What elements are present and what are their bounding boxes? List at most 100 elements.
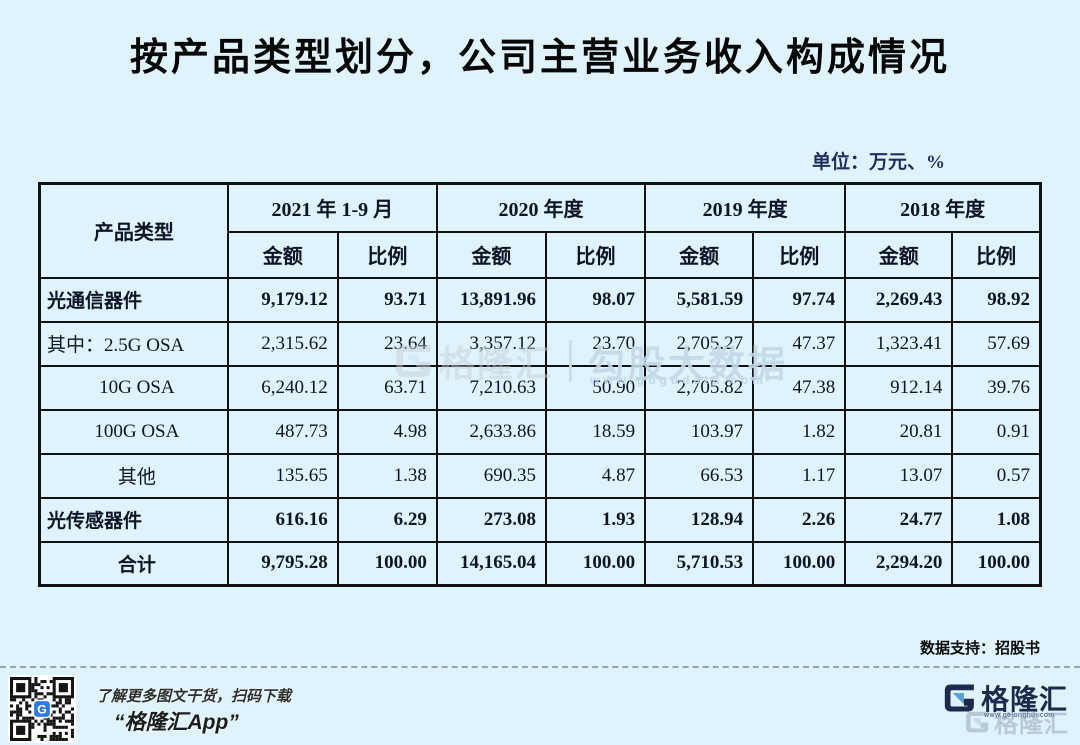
ratio-cell: 4.98 [336,408,438,455]
ratio-cell: 2.26 [752,496,847,543]
table-body: 光通信器件 9,179.12 93.71 13,891.96 98.07 5,581.59… [38,276,1042,587]
row-label: 光通信器件 [38,276,229,323]
brand-logo-block: 格隆汇 www.gelonghui.com 格隆汇 [942,676,1072,742]
amount-cell: 135.65 [226,452,339,499]
ratio-cell: 57.69 [951,320,1042,367]
ratio-cell: 4.87 [544,452,647,499]
brand-url-text: www.gelonghui.com [984,712,1055,719]
ratio-cell: 1.08 [951,496,1042,543]
ratio-cell: 18.59 [544,408,647,455]
amount-cell: 9,795.28 [226,540,339,587]
ratio-cell: 6.29 [336,496,438,543]
amount-subheader-2: 金额 [644,230,755,279]
ratio-cell: 47.37 [752,320,847,367]
amount-cell: 103.97 [644,408,755,455]
brand-echo-text: 格隆汇 [994,711,1069,738]
ratio-cell: 98.92 [951,276,1042,323]
amount-cell: 14,165.04 [435,540,547,587]
amount-cell: 912.14 [844,364,954,411]
page-title: 按产品类型划分，公司主营业务收入构成情况 [129,37,950,79]
gelonghui-g-icon [944,684,974,712]
amount-cell: 616.16 [226,496,339,543]
ratio-cell: 1.93 [544,496,647,543]
brand-name-text: 格隆汇 [981,684,1069,715]
table-row: 100G OSA 487.73 4.98 2,633.86 18.59 103.97 1.8… [38,408,1042,455]
table-row: 其中：2.5G OSA 2,315.62 23.64 3,357.12 23.70 2,7… [38,320,1042,367]
amount-subheader-1: 金额 [435,230,547,279]
gelonghui-g-icon-echo [966,711,989,732]
amount-cell: 487.73 [226,408,339,455]
app-name-text: “格隆汇App” [114,711,239,734]
period-header-1: 2020 年度 [435,182,647,233]
ratio-cell: 1.82 [752,408,847,455]
ratio-cell: 0.91 [951,408,1042,455]
amount-cell: 3,357.12 [435,320,547,367]
ratio-cell: 100.00 [544,540,647,587]
row-label: 10G OSA [38,364,229,411]
brand-logo-main: 格隆汇 [942,678,1068,718]
table-row: 10G OSA 6,240.12 63.71 7,210.63 50.90 2,705.8… [38,364,1042,411]
row-label: 100G OSA [38,408,229,455]
amount-cell: 273.08 [435,496,547,543]
ratio-cell: 47.38 [752,364,847,411]
table-header: 产品类型 2021 年 1-9 月 2020 年度 2019 年度 2018 年度 金额比… [38,182,1042,279]
revenue-table-container: 产品类型 2021 年 1-9 月 2020 年度 2019 年度 2018 年度 金额比… [38,182,1042,587]
amount-cell: 5,710.53 [644,540,755,587]
amount-cell: 13,891.96 [435,276,547,323]
amount-cell: 2,705.27 [644,320,755,367]
amount-cell: 690.35 [435,452,547,499]
ratio-subheader-0: 比例 [336,230,438,279]
amount-cell: 66.53 [644,452,755,499]
amount-cell: 2,705.82 [644,364,755,411]
ratio-subheader-1: 比例 [544,230,647,279]
ratio-subheader-2: 比例 [752,230,847,279]
revenue-table: 产品类型 2021 年 1-9 月 2020 年度 2019 年度 2018 年度 金额比… [38,182,1042,587]
unit-label: 单位：万元、% [811,152,945,173]
amount-cell: 1,323.41 [844,320,954,367]
amount-subheader-3: 金额 [844,230,954,279]
ratio-cell: 93.71 [336,276,438,323]
table-row: 其他 135.65 1.38 690.35 4.87 66.53 1.17 13.07 0.57 [38,452,1042,499]
amount-subheader-0: 金额 [226,230,339,279]
ratio-cell: 0.57 [951,452,1042,499]
row-label: 合计 [38,540,229,587]
amount-cell: 20.81 [844,408,954,455]
data-source-note: 数据支持：招股书 [919,640,1040,657]
amount-cell: 2,315.62 [226,320,339,367]
amount-cell: 13.07 [844,452,954,499]
ratio-cell: 100.00 [752,540,847,587]
period-header-0: 2021 年 1-9 月 [226,182,438,233]
period-header-3: 2018 年度 [844,182,1042,233]
ratio-cell: 100.00 [336,540,438,587]
amount-cell: 5,581.59 [644,276,755,323]
amount-cell: 128.94 [644,496,755,543]
corner-header-cell: 产品类型 [38,182,229,279]
ratio-cell: 1.17 [752,452,847,499]
amount-cell: 9,179.12 [226,276,339,323]
row-label: 其中：2.5G OSA [38,320,229,367]
row-label: 光传感器件 [38,496,229,543]
ratio-cell: 39.76 [951,364,1042,411]
period-header-2: 2019 年度 [644,182,847,233]
table-row: 光传感器件 616.16 6.29 273.08 1.93 128.94 2.26 24.77… [38,496,1042,543]
svg-text:G: G [37,703,46,717]
amount-cell: 7,210.63 [435,364,547,411]
amount-cell: 2,633.86 [435,408,547,455]
dashed-separator [0,666,1080,668]
ratio-subheader-3: 比例 [951,230,1042,279]
table-row: 合计 9,795.28 100.00 14,165.04 100.00 5,710.53 1… [38,540,1042,587]
brand-logo-echo: 格隆汇 [964,704,1069,739]
amount-cell: 2,294.20 [844,540,954,587]
ratio-cell: 98.07 [544,276,647,323]
amount-cell: 2,269.43 [844,276,954,323]
ratio-cell: 100.00 [951,540,1042,587]
ratio-cell: 23.64 [336,320,438,367]
ratio-cell: 63.71 [336,364,438,411]
ratio-cell: 50.90 [544,364,647,411]
row-label: 其他 [38,452,229,499]
amount-cell: 6,240.12 [226,364,339,411]
qr-code: G [8,675,76,743]
promo-text: 了解更多图文干货，扫码下载 [96,688,292,705]
amount-cell: 24.77 [844,496,954,543]
